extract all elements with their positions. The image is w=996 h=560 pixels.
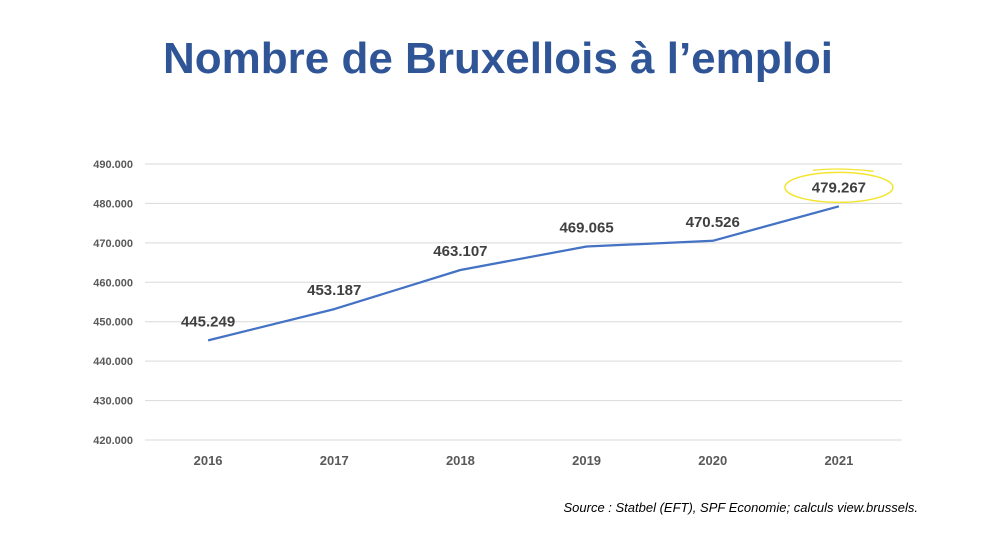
x-tick-label: 2019 xyxy=(572,453,601,468)
x-tick-label: 2021 xyxy=(824,453,853,468)
data-label: 470.526 xyxy=(686,214,740,231)
gridlines xyxy=(145,163,902,441)
x-tick-label: 2018 xyxy=(446,453,475,468)
data-labels: 445.249 453.187 463.107 469.065 470.526 479.2… xyxy=(181,168,894,330)
y-axis-ticks: 420.000 430.000 440.000 450.000 460.000 470.0… xyxy=(93,159,133,447)
y-tick-label: 430.000 xyxy=(93,396,133,408)
data-label: 463.107 xyxy=(433,243,487,260)
data-label: 479.267 xyxy=(812,179,866,196)
data-label: 445.249 xyxy=(181,313,235,330)
y-tick-label: 450.000 xyxy=(93,317,133,329)
x-tick-label: 2016 xyxy=(194,453,223,468)
y-tick-label: 460.000 xyxy=(93,277,133,289)
chart-title: Nombre de Bruxellois à l’emploi xyxy=(163,34,833,83)
y-tick-label: 440.000 xyxy=(93,356,133,368)
highlight-ellipse xyxy=(784,171,894,204)
x-tick-label: 2020 xyxy=(698,453,727,468)
series-line-layer xyxy=(207,205,840,342)
y-tick-label: 420.000 xyxy=(93,435,133,447)
series-line xyxy=(207,205,840,342)
x-tick-label: 2017 xyxy=(320,453,349,468)
source-note: Source : Statbel (EFT), SPF Economie; ca… xyxy=(563,500,918,515)
highlight-stroke xyxy=(812,168,874,172)
y-tick-label: 490.000 xyxy=(93,159,133,171)
y-tick-label: 480.000 xyxy=(93,198,133,210)
y-tick-label: 470.000 xyxy=(93,238,133,250)
data-label: 469.065 xyxy=(559,220,613,237)
data-label: 453.187 xyxy=(307,282,361,299)
x-axis-ticks: 2016 2017 2018 2019 2020 2021 xyxy=(194,453,854,468)
